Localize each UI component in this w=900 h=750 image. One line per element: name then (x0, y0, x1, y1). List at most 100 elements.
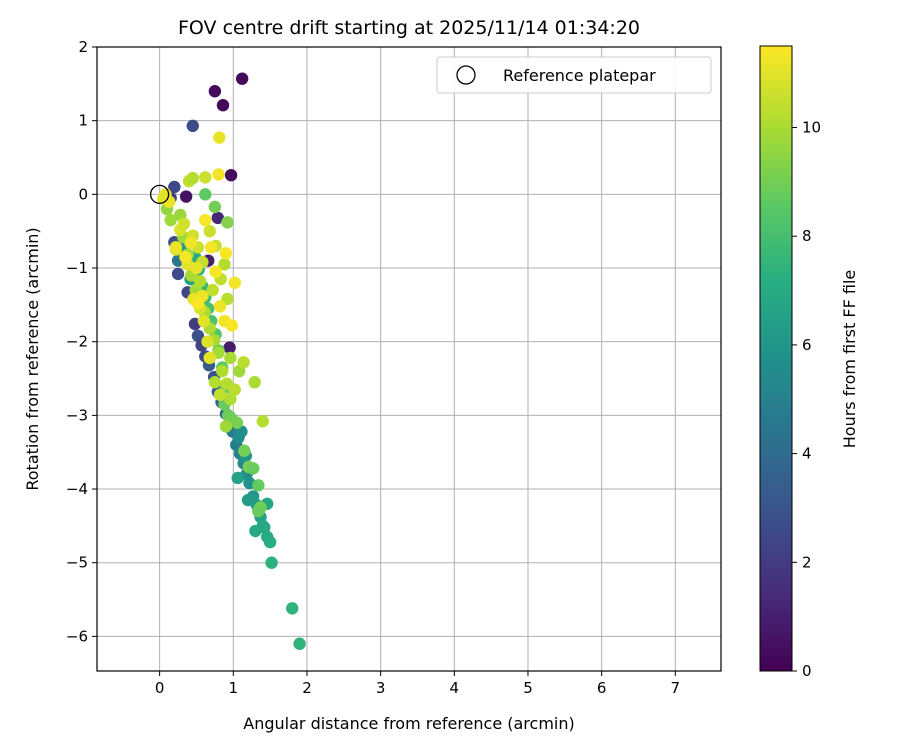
data-point (216, 99, 230, 112)
data-point (221, 216, 234, 229)
data-point (190, 261, 203, 275)
y-tick-label: 1 (78, 112, 88, 130)
data-point (223, 341, 236, 354)
data-point (184, 236, 197, 250)
data-point (248, 376, 261, 389)
x-tick-label: 0 (155, 679, 165, 697)
legend-marker (456, 65, 476, 85)
y-axis-ticks: 2 1 0 −1 −2 −3 −4 −5 −6 (66, 38, 97, 645)
data-point (293, 637, 306, 650)
data-point (232, 431, 245, 444)
y-tick-label: 2 (78, 38, 88, 56)
data-point (224, 168, 238, 182)
x-tick-label: 1 (229, 679, 239, 697)
data-point (263, 535, 277, 549)
data-point (203, 224, 216, 238)
data-point (228, 383, 241, 396)
data-point (162, 195, 176, 208)
data-point (224, 351, 237, 365)
data-point (235, 72, 249, 85)
y-axis-label: Rotation from reference (arcmin) (23, 227, 42, 490)
chart-title: FOV centre drift starting at 2025/11/14 … (178, 17, 640, 39)
y-tick-label: −2 (66, 333, 88, 351)
data-point (252, 479, 265, 492)
data-point (199, 188, 212, 201)
data-point (238, 444, 251, 457)
data-point (186, 171, 199, 185)
y-tick-label: 0 (78, 185, 88, 203)
data-point (177, 217, 191, 231)
scatter-points (149, 72, 306, 650)
legend-box (436, 56, 712, 94)
data-point (209, 265, 222, 278)
data-point (213, 388, 227, 401)
y-tick-label: −5 (66, 554, 88, 572)
colorbar-tick-label: 4 (802, 445, 812, 463)
data-point (213, 131, 226, 144)
data-point (191, 297, 205, 310)
colorbar-ticks: 0 2 4 6 8 10 (792, 119, 821, 680)
data-point (201, 335, 214, 348)
y-tick-label: −4 (66, 480, 88, 498)
data-point (265, 556, 278, 569)
colorbar-tick-label: 6 (802, 336, 812, 354)
x-tick-label: 2 (302, 679, 312, 697)
data-point (224, 392, 237, 406)
data-point (193, 275, 207, 288)
data-point (208, 376, 222, 389)
data-point (256, 415, 269, 428)
x-tick-label: 3 (376, 679, 386, 697)
data-point (212, 168, 225, 181)
x-axis-label: Angular distance from reference (arcmin) (243, 714, 574, 733)
data-point (179, 190, 193, 203)
data-point (199, 213, 212, 227)
data-point (219, 420, 233, 433)
data-point (252, 504, 265, 518)
data-point (197, 314, 211, 328)
data-point (164, 213, 177, 227)
data-point (246, 462, 260, 475)
data-point (213, 300, 227, 313)
data-point (230, 416, 244, 429)
data-point (225, 319, 239, 332)
data-point (249, 524, 262, 538)
reference-platepar-marker (149, 184, 170, 204)
x-tick-label: 7 (671, 679, 681, 697)
data-point (203, 351, 216, 365)
y-tick-label: −1 (66, 259, 88, 277)
data-point (237, 356, 250, 369)
data-point (199, 171, 212, 184)
colorbar-label: Hours from first FF file (840, 270, 859, 449)
colorbar: 0 2 4 6 8 10 Hours from first FF file (759, 45, 859, 680)
data-point (171, 267, 185, 281)
colorbar-gradient (759, 45, 793, 672)
data-point (179, 250, 192, 264)
data-point (231, 471, 244, 485)
data-point (241, 493, 255, 507)
data-point (228, 276, 241, 289)
plot-frame (96, 46, 722, 672)
data-point (208, 200, 222, 214)
grid-lines (97, 46, 721, 671)
x-tick-label: 5 (523, 679, 533, 697)
y-tick-label: −3 (66, 406, 88, 424)
data-point (218, 258, 231, 271)
colorbar-tick-label: 2 (802, 553, 812, 571)
x-tick-label: 6 (597, 679, 607, 697)
legend-label: Reference platepar (503, 66, 656, 85)
data-point (206, 283, 219, 297)
data-point (286, 602, 299, 615)
x-tick-label: 4 (450, 679, 460, 697)
data-point (204, 241, 218, 254)
y-tick-label: −6 (66, 627, 88, 645)
legend: Reference platepar (436, 56, 712, 94)
colorbar-tick-label: 0 (802, 662, 812, 680)
data-point (208, 85, 222, 98)
data-point (186, 119, 199, 133)
colorbar-tick-label: 8 (802, 227, 812, 245)
data-point (219, 247, 233, 260)
data-point (216, 364, 229, 378)
x-axis-ticks: 0 1 2 3 4 5 6 7 (155, 671, 680, 697)
data-point (169, 241, 183, 254)
